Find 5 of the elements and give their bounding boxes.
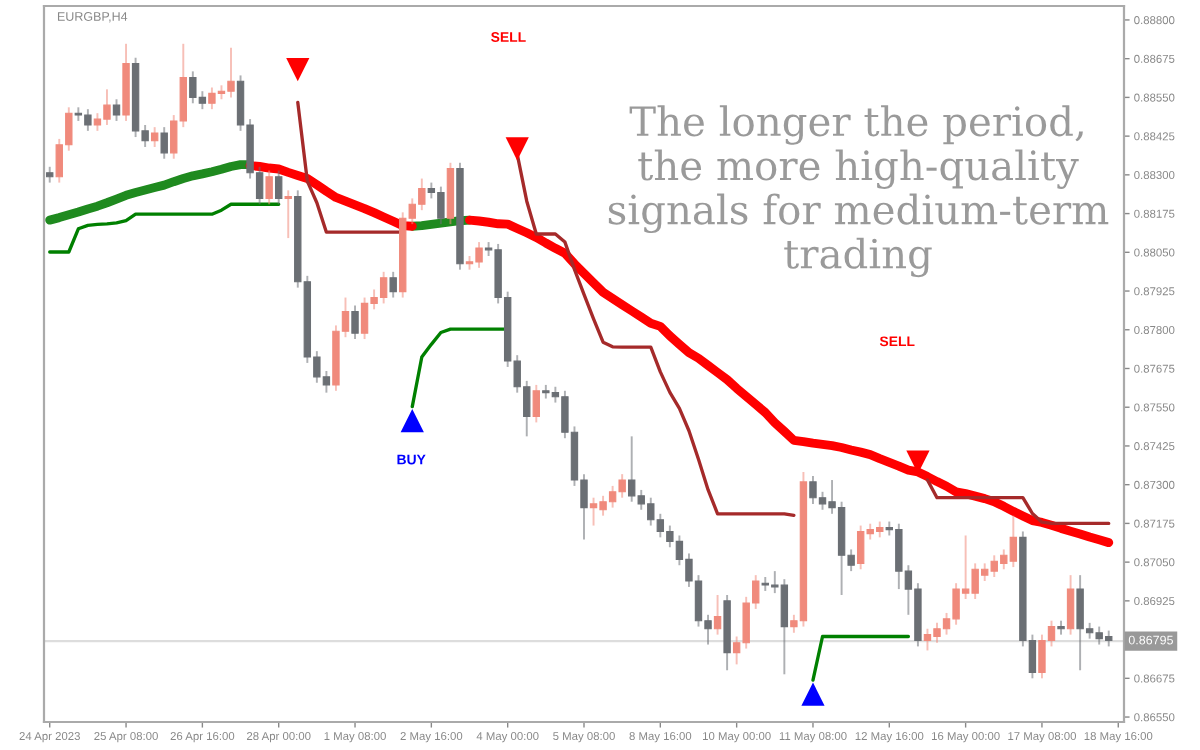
point [400, 408, 424, 433]
annotation: The longer the period, the more high-quality signals for medium-term trading [608, 105, 1109, 278]
point [801, 682, 825, 706]
point [286, 57, 310, 82]
point [505, 137, 529, 161]
